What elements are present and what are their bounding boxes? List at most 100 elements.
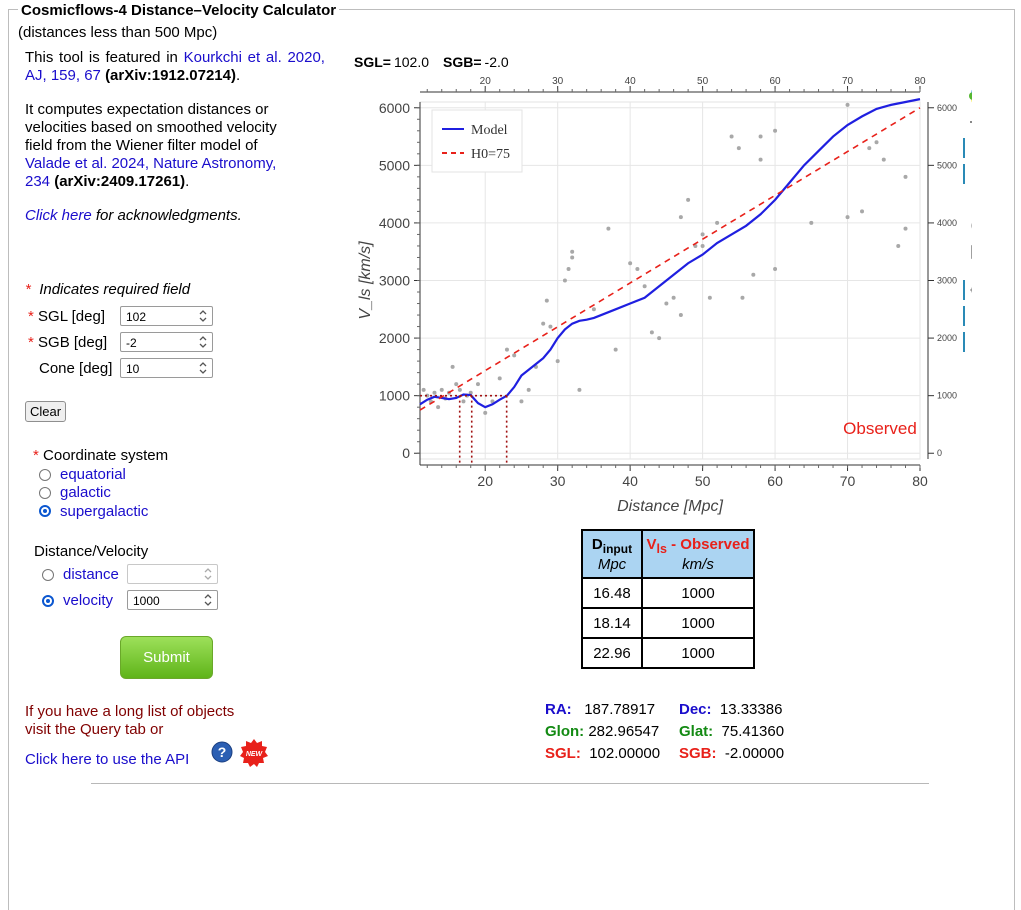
y-tick-label: 4000 [379,215,410,231]
velocity-input[interactable]: 1000 [127,590,218,610]
row-distance: 22.96 [581,637,643,669]
radio-galactic-label[interactable]: galactic [60,484,111,501]
scatter-point [809,220,814,225]
row-velocity: 1000 [641,577,755,609]
scatter-point [903,174,908,179]
dv-label: Distance/Velocity [34,543,149,560]
api-link[interactable]: Click here to use the API [25,751,190,768]
clear-button[interactable]: Clear [25,401,66,422]
radio-supergalactic-label[interactable]: supergalactic [60,503,149,520]
radio-distance-label[interactable]: distance [63,566,119,583]
scatter-point [678,313,683,318]
scatter-point [773,128,778,133]
x-tick-label-top: 30 [552,76,564,87]
col-velocity-suffix: - Observed [666,535,750,553]
coord-sgb-label: SGB: [679,745,717,762]
method-text: It computes expectation distances or vel… [25,101,277,154]
scatter-point [700,243,705,248]
valade-arxiv: (arXiv:2409.17261) [54,173,186,190]
x-tick-label: 40 [622,473,638,489]
scatter-point [628,261,633,266]
submit-button[interactable]: Submit [120,636,213,679]
coord-glon-label: Glon: [545,723,585,740]
scatter-point [570,249,575,254]
scatter-point [715,220,720,225]
velocity-value: 1000 [133,594,160,608]
coord-sgb-value: -2.00000 [724,745,785,762]
scatter-point [613,347,618,352]
coord-dec-value: 13.33386 [719,701,783,718]
scatter-point [526,387,531,392]
plot-header-sgb-label: SGB= [443,54,482,70]
x-tick-label: 70 [840,473,856,489]
spinner-arrows-icon[interactable] [202,593,214,607]
scatter-point [881,157,886,162]
scatter-point [454,382,459,387]
radio-velocity-label[interactable]: velocity [63,592,114,609]
coord-system-label: * Coordinate system [33,447,169,464]
y-axis-label: V_ls [km/s] [357,241,374,320]
scatter-point [461,399,466,404]
acknowledgments-link[interactable]: Click here [25,207,92,224]
scatter-point [860,209,865,214]
spinner-arrows-icon[interactable] [197,361,209,375]
scatter-point [566,266,571,271]
sgl-input[interactable]: 102 [120,306,213,326]
scatter-point [544,298,549,303]
x-axis-label: Distance [Mpc] [617,498,723,515]
plot-header-sgl-value: 102.0 [394,54,429,70]
distance-input[interactable] [127,564,218,584]
sgb-value: -2 [126,336,137,350]
scatter-point [664,301,669,306]
observed-annotation: Observed [843,419,917,438]
col-velocity-unit: km/s [682,555,714,573]
table-row: 16.48 1000 [581,577,755,609]
coord-glon-value: 282.96547 [588,723,660,740]
radio-equatorial[interactable] [39,469,51,481]
radio-equatorial-label[interactable]: equatorial [60,466,126,483]
col-velocity-sub: ls [656,541,667,556]
scatter-point [903,226,908,231]
new-badge-text: NEW [246,751,264,758]
crosshair-icon[interactable] [970,282,972,298]
sgl-label-text: SGL [deg] [38,308,106,325]
acknowledgments-text: for acknowledgments. [91,207,242,224]
bokeh-logo-icon [969,92,972,100]
spinner-arrows-icon[interactable] [202,567,214,581]
radio-velocity[interactable] [42,595,54,607]
spinner-arrows-icon[interactable] [197,309,209,323]
x-tick-label-top: 20 [480,76,492,87]
scatter-point [439,387,444,392]
scatter-point [896,243,901,248]
scatter-point [475,382,480,387]
valade-link[interactable]: Valade et al. 2024, Nature Astronomy, 23… [25,155,277,190]
series-line-h0-75 [419,107,921,411]
help-icon[interactable]: ? [211,741,233,763]
sgb-input[interactable]: -2 [120,332,213,352]
scatter-point [497,376,502,381]
table-row: 18.14 1000 [581,607,755,639]
plot-area[interactable]: 20 20 30 30 40 40 50 50 60 60 70 70 80 80 0 0 1000 1000 20… [357,76,972,515]
coord-ra-label: RA: [545,701,572,718]
method-paragraph: It computes expectation distances or vel… [25,101,277,190]
radio-distance[interactable] [42,569,54,581]
radio-galactic[interactable] [39,487,51,499]
scatter-point [736,146,741,151]
y-tick-label: 5000 [379,157,410,173]
scatter-point [635,266,640,271]
x-tick-label: 20 [477,473,493,489]
divider [91,783,929,784]
spinner-arrows-icon[interactable] [197,335,209,349]
kourkchi-link[interactable]: Kourkchi et al. 2020, AJ, 159, 67 [25,49,325,84]
scatter-point [541,321,546,326]
radio-supergalactic[interactable] [39,505,51,517]
coord-sgb: SGB: -2.00000 [679,745,784,762]
sgl-value: 102 [126,310,147,324]
distance-velocity-chart[interactable]: SGL= 102.0 SGB= -2.0 20 20 30 30 40 40 50 50 60 60 70… [340,40,972,520]
pan-icon[interactable] [970,114,972,130]
cone-input[interactable]: 10 [120,358,213,378]
scatter-point [751,272,756,277]
y-tick-label: 3000 [379,273,410,289]
scatter-point [457,387,462,392]
scatter-point [773,266,778,271]
